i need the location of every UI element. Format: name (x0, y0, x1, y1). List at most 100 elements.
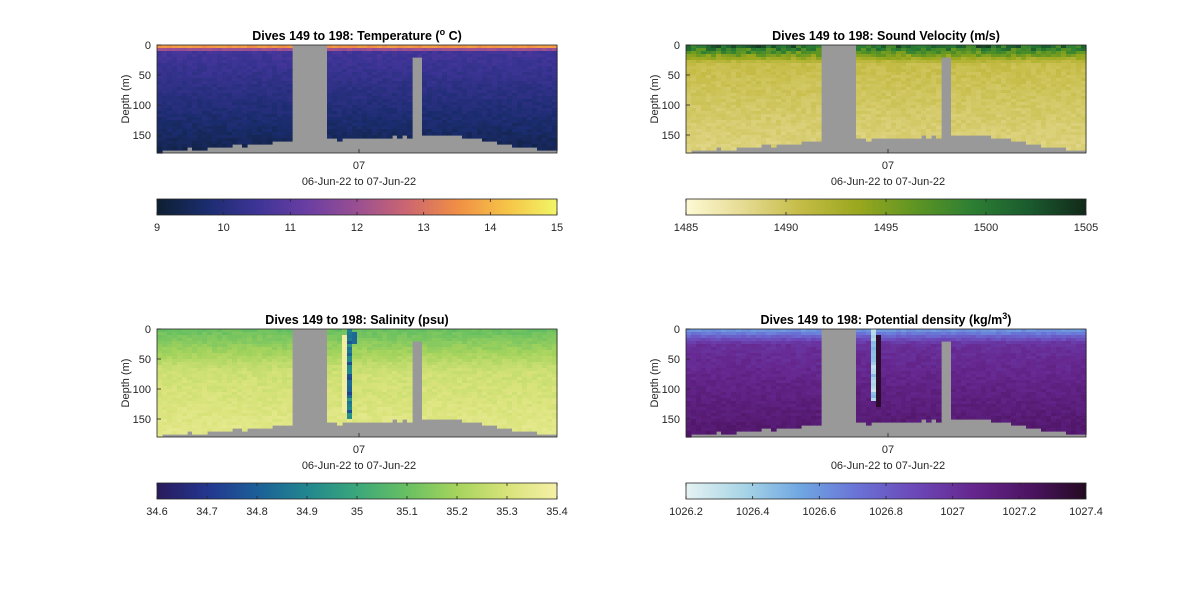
heatmap-cell (971, 111, 977, 115)
heatmap-cell (891, 84, 897, 88)
heatmap-cell (237, 129, 243, 133)
heatmap-cell (202, 45, 208, 49)
heatmap-cell (217, 81, 223, 85)
heatmap-cell (267, 60, 273, 64)
heatmap-cell (417, 48, 423, 52)
heatmap-cell (372, 69, 378, 73)
heatmap-cell (402, 111, 408, 115)
heatmap-cell (452, 96, 458, 100)
heatmap-cell (392, 96, 398, 100)
heatmap-cell (776, 123, 782, 127)
heatmap-cell (1061, 63, 1067, 67)
heatmap-cell (1031, 120, 1037, 124)
heatmap-cell (961, 87, 967, 91)
heatmap-cell (272, 66, 278, 70)
heatmap-cell (242, 111, 248, 115)
heatmap-cell (951, 78, 957, 82)
heatmap-cell (242, 63, 248, 67)
heatmap-cell (377, 45, 383, 49)
heatmap-cell (881, 111, 887, 115)
heatmap-cell (981, 45, 987, 49)
heatmap-cell (467, 123, 473, 127)
heatmap-cell (352, 108, 358, 112)
heatmap-cell (422, 111, 428, 115)
heatmap-cell (1081, 105, 1087, 109)
heatmap-cell (517, 72, 523, 76)
heatmap-cell (272, 99, 278, 103)
heatmap-cell (427, 72, 433, 76)
heatmap-cell (192, 431, 198, 435)
heatmap-cell (182, 51, 188, 55)
heatmap-cell (542, 129, 548, 133)
heatmap-cell (726, 114, 732, 118)
heatmap-cell (991, 75, 997, 79)
heatmap-cell (1066, 147, 1072, 151)
heatmap-cell (1036, 129, 1042, 133)
heatmap-cell (247, 81, 253, 85)
heatmap-cell (871, 84, 877, 88)
heatmap-cell (1016, 96, 1022, 100)
heatmap-cell (237, 69, 243, 73)
heatmap-cell (1046, 78, 1052, 82)
heatmap-cell (207, 141, 213, 145)
heatmap-cell (217, 117, 223, 121)
heatmap-cell (552, 75, 558, 79)
heatmap-cell (771, 63, 777, 67)
heatmap-cell (377, 81, 383, 85)
heatmap-cell (901, 102, 907, 106)
heatmap-cell (282, 75, 288, 79)
heatmap-cell (1061, 99, 1067, 103)
heatmap-cell (1026, 84, 1032, 88)
heatmap-cell (766, 126, 772, 130)
heatmap-cell (1051, 141, 1057, 145)
heatmap-cell (487, 135, 493, 139)
heatmap-cell (786, 102, 792, 106)
heatmap-cell (332, 60, 338, 64)
heatmap-cell (217, 66, 223, 70)
heatmap-cell (766, 93, 772, 97)
heatmap-cell (876, 78, 882, 82)
heatmap-cell (936, 99, 942, 103)
heatmap-cell (402, 57, 408, 61)
heatmap-cell (427, 126, 433, 130)
heatmap-cell (796, 51, 802, 55)
heatmap-cell (791, 54, 797, 58)
heatmap-cell (991, 87, 997, 91)
heatmap-cell (522, 138, 528, 142)
heatmap-cell (382, 81, 388, 85)
heatmap-cell (746, 99, 752, 103)
heatmap-cell (856, 75, 862, 79)
colorbar-tick-label: 9 (154, 222, 160, 234)
heatmap-cell (1016, 99, 1022, 103)
heatmap-cell (197, 60, 203, 64)
heatmap-cell (741, 114, 747, 118)
heatmap-cell (537, 60, 543, 64)
heatmap-cell (402, 123, 408, 127)
heatmap-cell (1001, 69, 1007, 73)
heatmap-cell (532, 57, 538, 61)
heatmap-cell (527, 111, 533, 115)
heatmap-cell (162, 96, 168, 100)
heatmap-cell (447, 48, 453, 52)
heatmap-cell (996, 60, 1002, 64)
heatmap-cell (432, 63, 438, 67)
heatmap-cell (512, 120, 518, 124)
heatmap-cell (197, 144, 203, 148)
heatmap-cell (1056, 57, 1062, 61)
heatmap-cell (497, 138, 503, 142)
heatmap-cell (327, 66, 333, 70)
heatmap-cell (716, 132, 722, 136)
heatmap-cell (492, 45, 498, 49)
heatmap-cell (1036, 75, 1042, 79)
heatmap-cell (796, 111, 802, 115)
heatmap-cell (202, 135, 208, 139)
heatmap-cell (936, 81, 942, 85)
heatmap-cell (771, 87, 777, 91)
heatmap-cell (811, 102, 817, 106)
heatmap-cell (996, 123, 1002, 127)
heatmap-cell (337, 66, 343, 70)
heatmap-cell (402, 99, 408, 103)
heatmap-cell (776, 51, 782, 55)
heatmap-cell (517, 87, 523, 91)
heatmap-cell (282, 66, 288, 70)
